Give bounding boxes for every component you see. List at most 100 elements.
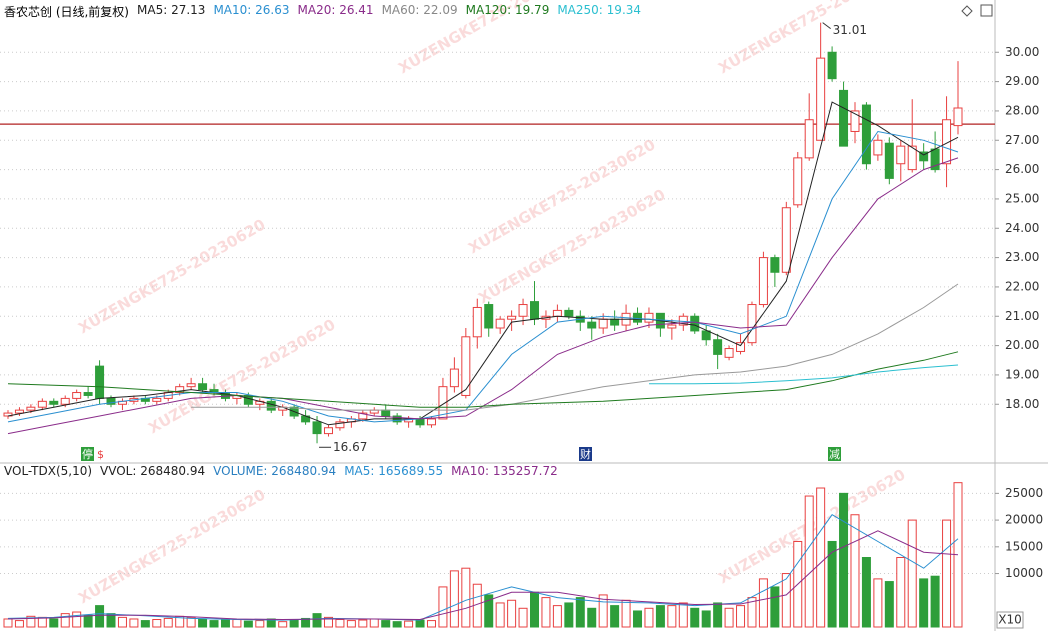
ma-line xyxy=(649,364,959,385)
scale-label: X10 xyxy=(998,613,1022,627)
candle-body xyxy=(884,142,894,179)
volume-bar xyxy=(884,581,894,628)
candle-body xyxy=(266,400,276,411)
y-tick-label: 28.00 xyxy=(1005,103,1039,117)
annotation-arrow xyxy=(822,22,831,30)
indicator: MA60: 22.09 xyxy=(382,3,458,20)
candle-body xyxy=(758,257,768,306)
candle-body xyxy=(816,57,826,141)
volume-bar xyxy=(106,613,116,628)
diamond-icon[interactable] xyxy=(961,5,973,17)
volume-bar xyxy=(724,607,734,628)
candle-body xyxy=(14,409,24,414)
candle-body xyxy=(793,157,803,206)
candle-body xyxy=(472,306,482,338)
indicator-name: MA10: xyxy=(451,464,490,478)
volume-bar xyxy=(323,616,333,628)
volume-bar xyxy=(861,557,871,628)
volume-bar xyxy=(117,616,127,628)
candle-body xyxy=(358,412,368,420)
volume-bar xyxy=(919,578,929,628)
candle-body xyxy=(736,342,746,352)
volume-bar xyxy=(518,607,528,628)
volume-bar xyxy=(95,605,105,628)
candle-body xyxy=(507,315,517,320)
candle-body xyxy=(186,383,196,388)
candle-body xyxy=(552,309,562,317)
indicator-name: MA5: xyxy=(137,3,168,17)
indicator: MA250: 19.34 xyxy=(557,3,641,20)
volume-bar xyxy=(839,492,849,628)
volume-bar xyxy=(736,605,746,628)
candle-body xyxy=(106,397,116,405)
volume-bar xyxy=(152,619,162,628)
volume-bar xyxy=(255,620,265,628)
candle-body xyxy=(598,318,608,329)
y-tick-label: 18.00 xyxy=(1005,397,1039,411)
event-label: $ xyxy=(97,448,104,461)
candle-body xyxy=(827,51,837,80)
candle-body xyxy=(747,304,757,344)
y-tick-label: 25000 xyxy=(1005,486,1043,500)
candle-body xyxy=(587,321,597,329)
candle-body xyxy=(770,257,780,273)
ma-line xyxy=(7,157,959,435)
volume-bar xyxy=(530,591,540,628)
indicator: VOL-TDX(5,10) xyxy=(4,464,92,478)
candle-body xyxy=(713,339,723,355)
candle-body xyxy=(644,312,654,323)
indicator: MA5: 27.13 xyxy=(137,3,205,20)
indicator-name: VOL-TDX(5,10) xyxy=(4,464,93,478)
candle-body xyxy=(72,392,82,399)
candle-body xyxy=(530,301,540,320)
candle-body xyxy=(953,107,963,127)
candle-body xyxy=(919,151,929,162)
indicator-value: 26.41 xyxy=(339,3,374,17)
candle-body xyxy=(495,318,505,329)
candle-body xyxy=(335,421,345,429)
window-icon[interactable] xyxy=(980,4,993,17)
indicator: MA20: 26.41 xyxy=(298,3,374,20)
candle-body xyxy=(381,409,391,417)
y-tick-label: 25.00 xyxy=(1005,191,1039,205)
indicator-value: 19.34 xyxy=(606,3,642,17)
volume-bar xyxy=(552,605,562,628)
candle-body xyxy=(49,400,59,405)
ma-line xyxy=(7,101,959,426)
volume-bar xyxy=(3,618,13,628)
volume-bar xyxy=(907,519,917,628)
y-tick-label: 27.00 xyxy=(1005,133,1039,147)
volume-bar xyxy=(129,618,139,628)
candle-body xyxy=(861,104,871,165)
ma-line xyxy=(7,351,959,408)
volume-bar xyxy=(621,599,631,628)
volume-bar xyxy=(598,594,608,628)
low-annotation: 16.67 xyxy=(333,440,367,454)
volume-bar xyxy=(346,620,356,628)
candle-body xyxy=(323,427,333,435)
volume-bar xyxy=(930,575,940,628)
volume-bar xyxy=(60,613,70,628)
candle-body xyxy=(839,89,849,147)
candle-body xyxy=(83,392,93,396)
volume-bar xyxy=(655,605,665,628)
volume-bar xyxy=(564,602,574,628)
volume-bar xyxy=(781,573,791,628)
event-label: 财 xyxy=(580,447,591,461)
volume-bar xyxy=(942,519,952,628)
y-tick-label: 21.00 xyxy=(1005,309,1039,323)
volume-bar xyxy=(449,570,459,628)
indicator-name: MA250: xyxy=(557,3,603,17)
event-box xyxy=(81,447,94,461)
event-label: 停 xyxy=(82,447,93,461)
volume-bar xyxy=(575,597,585,628)
volume-bar xyxy=(426,620,436,628)
y-tick-label: 23.00 xyxy=(1005,250,1039,264)
candle-body xyxy=(484,304,494,329)
candle-body xyxy=(426,418,436,426)
candle-body xyxy=(518,304,528,317)
indicator-name: VVOL: xyxy=(100,464,137,478)
volume-bar xyxy=(896,557,906,628)
candle-body xyxy=(198,383,208,391)
